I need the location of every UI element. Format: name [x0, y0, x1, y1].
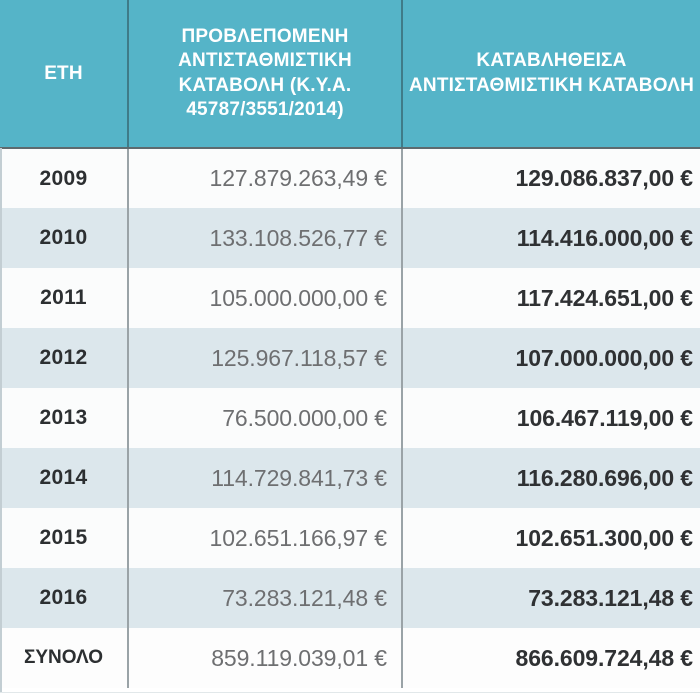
cell-forecast-amount: 102.651.166,97 € — [128, 508, 403, 568]
cell-total-label: ΣΥΝΟΛΟ — [0, 628, 129, 688]
cell-paid-amount: 73.283.121,48 € — [402, 568, 700, 628]
cell-total-forecast-amount: 859.119.039,01 € — [128, 628, 403, 688]
cell-paid-amount: 116.280.696,00 € — [402, 448, 700, 508]
cell-paid-amount: 107.000.000,00 € — [402, 328, 700, 388]
cell-paid-amount: 106.467.119,00 € — [402, 388, 700, 448]
cell-year: 2012 — [0, 328, 129, 388]
table-row: 2011 105.000.000,00 € 117.424.651,00 € — [0, 268, 700, 328]
cell-forecast-amount: 76.500.000,00 € — [128, 388, 403, 448]
table-row: 2015 102.651.166,97 € 102.651.300,00 € — [0, 508, 700, 568]
cell-year: 2016 — [0, 568, 129, 628]
table-header-row: ΕΤΗ ΠΡΟΒΛΕΠΟΜΕΝΗ ΑΝΤΙΣΤΑΘΜΙΣΤΙΚΗ ΚΑΤΑΒΟΛ… — [0, 0, 700, 149]
table-header: ΕΤΗ ΠΡΟΒΛΕΠΟΜΕΝΗ ΑΝΤΙΣΤΑΘΜΙΣΤΙΚΗ ΚΑΤΑΒΟΛ… — [0, 0, 700, 149]
cell-year: 2014 — [0, 448, 129, 508]
cell-paid-amount: 114.416.000,00 € — [402, 208, 700, 268]
column-header-years: ΕΤΗ — [0, 0, 129, 149]
cell-year: 2015 — [0, 508, 129, 568]
cell-forecast-amount: 133.108.526,77 € — [128, 208, 403, 268]
cell-forecast-amount: 125.967.118,57 € — [128, 328, 403, 388]
table-row: 2013 76.500.000,00 € 106.467.119,00 € — [0, 388, 700, 448]
cell-year: 2011 — [0, 268, 129, 328]
table-body: 2009 127.879.263,49 € 129.086.837,00 € 2… — [0, 148, 700, 688]
cell-forecast-amount: 105.000.000,00 € — [128, 268, 403, 328]
cell-forecast-amount: 73.283.121,48 € — [128, 568, 403, 628]
table-row: 2016 73.283.121,48 € 73.283.121,48 € — [0, 568, 700, 628]
table-row: 2010 133.108.526,77 € 114.416.000,00 € — [0, 208, 700, 268]
cell-year: 2013 — [0, 388, 129, 448]
table-row: 2009 127.879.263,49 € 129.086.837,00 € — [0, 148, 700, 208]
cell-paid-amount: 102.651.300,00 € — [402, 508, 700, 568]
table-row: 2014 114.729.841,73 € 116.280.696,00 € — [0, 448, 700, 508]
column-header-paid-compensation: ΚΑΤΑΒΛΗΘΕΙΣΑ ΑΝΤΙΣΤΑΘΜΙΣΤΙΚΗ ΚΑΤΑΒΟΛΗ — [402, 0, 700, 149]
cell-forecast-amount: 127.879.263,49 € — [128, 148, 403, 208]
column-header-forecast-compensation: ΠΡΟΒΛΕΠΟΜΕΝΗ ΑΝΤΙΣΤΑΘΜΙΣΤΙΚΗ ΚΑΤΑΒΟΛΗ (Κ… — [128, 0, 403, 149]
table-row: 2012 125.967.118,57 € 107.000.000,00 € — [0, 328, 700, 388]
cell-total-paid-amount: 866.609.724,48 € — [402, 628, 700, 688]
cell-forecast-amount: 114.729.841,73 € — [128, 448, 403, 508]
cell-year: 2009 — [0, 148, 129, 208]
cell-year: 2010 — [0, 208, 129, 268]
cell-paid-amount: 129.086.837,00 € — [402, 148, 700, 208]
cell-paid-amount: 117.424.651,00 € — [402, 268, 700, 328]
table-total-row: ΣΥΝΟΛΟ 859.119.039,01 € 866.609.724,48 € — [0, 628, 700, 688]
